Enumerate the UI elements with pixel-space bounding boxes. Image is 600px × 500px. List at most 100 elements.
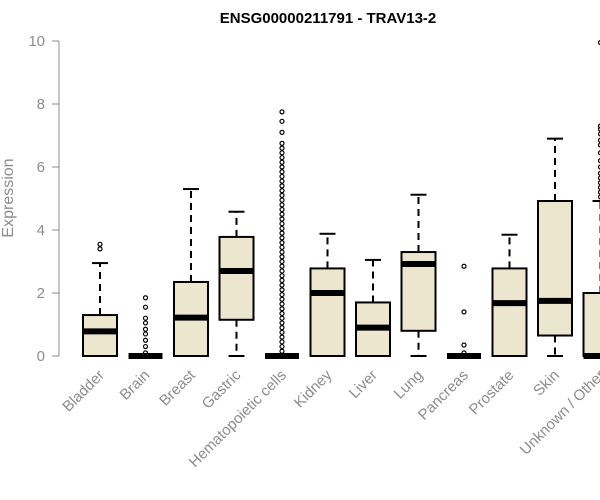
outlier-point (597, 150, 600, 156)
x-tick-label: Prostate (466, 367, 518, 419)
outlier-point (97, 246, 103, 252)
outlier-point (279, 329, 285, 335)
chart-title: ENSG00000211791 - TRAV13-2 (220, 10, 437, 27)
outlier-point (279, 150, 285, 156)
outlier-point (279, 277, 285, 283)
outlier-point (279, 244, 285, 250)
outlier-point (597, 126, 600, 132)
outlier-point (597, 184, 600, 191)
outlier-point (597, 158, 600, 164)
outlier-point (597, 131, 600, 137)
outlier-point (279, 202, 285, 208)
box-gastric (218, 210, 255, 357)
y-tick-label: 4 (37, 222, 45, 239)
outlier-point (597, 123, 600, 129)
box-iqr (582, 292, 600, 357)
outlier-point (279, 206, 285, 213)
box-unknown-other (582, 40, 600, 359)
outlier-point (142, 326, 149, 332)
outlier-point (279, 230, 285, 236)
box-iqr (537, 200, 573, 337)
outlier-point (597, 40, 600, 46)
outlier-point (597, 164, 600, 170)
outlier-point (142, 343, 149, 350)
outlier-point (142, 320, 149, 326)
outlier-point (461, 263, 467, 269)
outlier-point (279, 258, 285, 265)
box-lung (400, 193, 437, 357)
outlier-point (279, 192, 285, 198)
outlier-point (279, 154, 285, 161)
outlier-point (279, 296, 285, 302)
box-hematopoietic-cells (265, 109, 299, 359)
outlier-point (279, 183, 285, 189)
y-axis: 0 2 4 6 8 10 (28, 33, 60, 365)
box-liver (355, 258, 391, 358)
x-tick-label: Lung (391, 367, 427, 403)
outlier-point (597, 194, 600, 200)
y-tick-label: 10 (28, 33, 45, 50)
outlier-point (597, 189, 600, 195)
y-tick-label: 2 (37, 285, 45, 302)
y-axis-label: Expression (0, 158, 17, 237)
x-tick-label: Breast (156, 366, 199, 409)
outlier-point (279, 118, 285, 124)
box-prostate (491, 233, 528, 357)
box-iqr (491, 267, 528, 357)
outlier-point (279, 268, 285, 274)
x-tick-label: Bladder (59, 367, 108, 416)
box-skin (537, 137, 573, 357)
outlier-point (279, 287, 285, 293)
outlier-point (279, 301, 285, 307)
outlier-point (279, 263, 285, 269)
outlier-point (279, 197, 285, 203)
outlier-point (279, 273, 285, 279)
box-iqr (82, 314, 118, 357)
box-breast (173, 188, 209, 358)
outlier-point (142, 304, 149, 310)
boxes (82, 40, 600, 359)
x-tick-label: Liver (346, 367, 381, 402)
x-tick-label: Brain (117, 367, 154, 404)
outlier-point (597, 175, 600, 181)
outlier-point (279, 325, 285, 331)
outlier-point (279, 334, 285, 340)
outlier-point (279, 221, 285, 227)
box-iqr (309, 267, 346, 357)
outlier-point (279, 348, 285, 354)
outlier-point (279, 169, 285, 175)
outlier-point (279, 216, 285, 222)
outlier-point (279, 240, 285, 246)
outlier-point (279, 225, 285, 232)
outlier-point (597, 170, 600, 176)
outlier-point (279, 282, 285, 288)
outlier-point (142, 337, 149, 343)
outlier-point (279, 306, 285, 312)
x-tick-label: Pancreas (415, 367, 472, 424)
outlier-point (279, 320, 285, 326)
outlier-point (279, 254, 285, 260)
outlier-point (597, 142, 600, 148)
outlier-point (142, 315, 149, 321)
outlier-point (279, 159, 285, 165)
outlier-point (279, 178, 285, 184)
x-tick-label: Kidney (291, 366, 336, 411)
y-tick-label: 0 (37, 348, 45, 365)
outlier-point (279, 145, 285, 151)
outlier-point (279, 339, 285, 345)
outlier-point (461, 309, 467, 315)
outlier-point (279, 173, 285, 180)
outlier-point (597, 180, 600, 186)
y-tick-label: 8 (37, 96, 45, 113)
outlier-point (279, 310, 285, 317)
outlier-point (597, 137, 600, 143)
outlier-point (279, 109, 285, 115)
x-tick-label: Skin (530, 367, 563, 400)
outlier-point (279, 164, 285, 170)
outlier-point (279, 291, 285, 298)
outlier-point (279, 249, 285, 255)
outlier-point (279, 129, 285, 135)
box-pancreas (447, 263, 481, 359)
